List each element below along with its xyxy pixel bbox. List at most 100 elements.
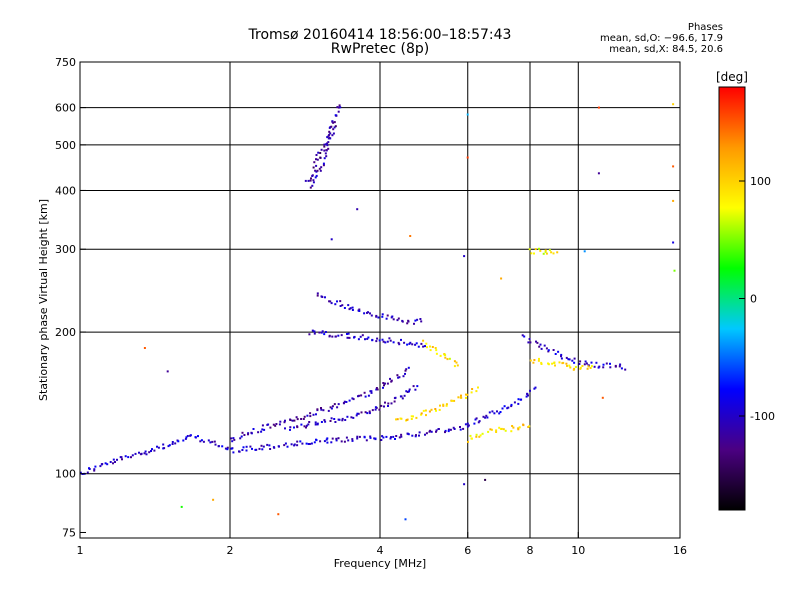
data-point [358, 394, 361, 397]
data-point [413, 322, 415, 325]
data-point [538, 357, 540, 360]
data-point [337, 334, 340, 337]
data-point [568, 358, 571, 361]
data-point [323, 149, 326, 152]
data-point [466, 113, 469, 116]
data-point [399, 417, 402, 420]
data-point [336, 406, 339, 409]
data-point [336, 300, 338, 303]
data-point [552, 252, 555, 255]
data-point [595, 361, 598, 364]
data-point [168, 444, 171, 447]
data-point [330, 417, 333, 420]
data-point [109, 461, 112, 463]
data-point [138, 451, 140, 454]
data-point [177, 440, 180, 443]
data-point [419, 318, 422, 320]
data-point [316, 169, 319, 172]
data-point [275, 423, 278, 425]
data-point [258, 447, 261, 450]
data-point [489, 428, 492, 431]
stats-heading: Phases [687, 22, 723, 33]
data-point [351, 439, 354, 442]
data-point [307, 443, 310, 445]
data-point [112, 462, 114, 465]
data-point [330, 302, 333, 305]
data-point [499, 411, 502, 413]
data-point [104, 462, 107, 465]
data-point [376, 337, 379, 340]
data-point [547, 363, 550, 366]
data-point [323, 333, 326, 336]
data-point [309, 412, 312, 415]
data-point [284, 419, 286, 422]
data-point [478, 420, 481, 423]
data-point [386, 382, 389, 385]
data-point [100, 463, 103, 466]
data-point [406, 322, 409, 325]
data-point [569, 366, 572, 369]
data-point [537, 359, 540, 362]
data-point [243, 434, 246, 436]
data-point [444, 429, 447, 432]
colorbar-ticks: 100 0 -100 [739, 175, 775, 423]
data-point [320, 408, 323, 411]
data-point [127, 456, 130, 459]
data-point [346, 415, 349, 418]
data-point [532, 361, 535, 364]
data-point [473, 422, 476, 425]
data-point [363, 436, 366, 439]
data-point [352, 416, 355, 419]
data-point [519, 398, 522, 401]
data-point [618, 365, 621, 368]
y-tick-label: 100 [55, 468, 76, 481]
data-point [521, 334, 524, 337]
data-point [269, 448, 272, 450]
data-point [322, 409, 325, 412]
data-point [232, 437, 235, 440]
data-point [435, 352, 438, 355]
data-point [350, 416, 353, 419]
data-point [435, 409, 437, 412]
data-point [320, 295, 323, 298]
data-point [584, 360, 587, 363]
data-point [331, 437, 334, 440]
data-point [590, 365, 593, 368]
data-point [533, 387, 536, 390]
data-point [452, 426, 455, 429]
data-points [79, 103, 676, 521]
chart-title: Tromsø 20160414 18:56:00–18:57:43 [248, 27, 512, 43]
data-point [340, 334, 343, 337]
data-point [194, 436, 197, 439]
data-point [337, 437, 340, 440]
data-point [400, 395, 403, 398]
data-point [448, 357, 451, 360]
data-point [314, 169, 317, 172]
data-point [333, 403, 336, 406]
data-point [572, 368, 575, 371]
data-point [370, 390, 373, 393]
data-point [339, 106, 342, 109]
data-point [355, 414, 358, 417]
data-point [553, 361, 556, 364]
data-point [363, 391, 366, 394]
data-point [517, 398, 520, 401]
data-point [284, 427, 286, 430]
data-point [325, 143, 328, 146]
data-point [326, 437, 329, 440]
data-point [403, 394, 406, 397]
data-point [620, 367, 623, 370]
data-point [279, 420, 282, 423]
data-point [182, 439, 185, 442]
data-point [360, 411, 363, 414]
data-point [392, 435, 395, 438]
data-point [446, 358, 449, 361]
data-point [278, 423, 281, 426]
data-point [500, 277, 503, 280]
data-point [418, 434, 420, 437]
data-point [517, 402, 520, 405]
data-point [348, 336, 351, 339]
data-point [463, 255, 466, 258]
data-point [226, 446, 229, 449]
data-point [394, 438, 396, 440]
